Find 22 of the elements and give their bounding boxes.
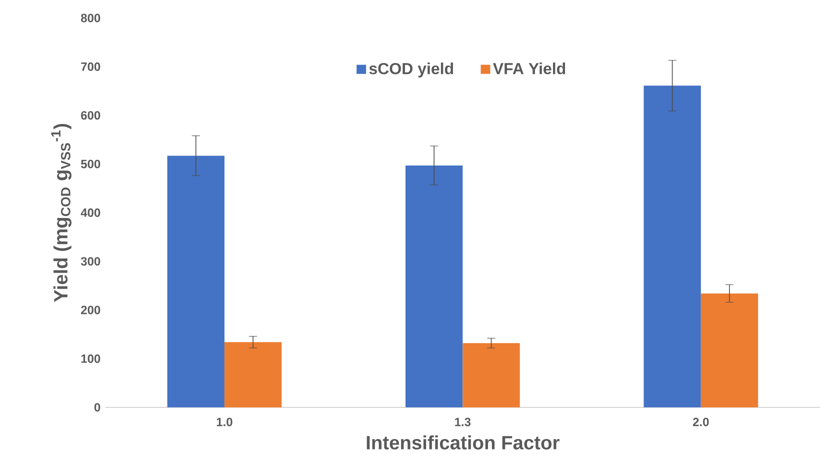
x-tick-label: 1.0 (216, 418, 232, 426)
y-tick-label: 0 (94, 403, 100, 412)
y-tick-label: 300 (80, 257, 100, 266)
y-tick-label: 400 (80, 208, 100, 217)
x-tick-label: 2.0 (692, 418, 709, 426)
y-tick-label: 700 (81, 62, 100, 71)
y-tick-label: 500 (80, 160, 100, 168)
y-tick-label: 600 (81, 111, 100, 120)
y-axis-title: Yield (mg$_{COD}$ g$_{VSS}$$^{-1}$) (51, 124, 72, 302)
x-tick-label: 1.3 (455, 418, 471, 426)
bar (644, 86, 701, 408)
y-tick-label: 800 (80, 14, 100, 22)
bar (462, 343, 520, 408)
legend-label: sCOD yield (369, 62, 454, 78)
bar (406, 165, 463, 408)
legend-label: VFA Yield (493, 62, 566, 74)
y-tick-label: 100 (81, 354, 100, 363)
bar (700, 293, 758, 408)
y-tick-label: 200 (81, 306, 100, 314)
bar (224, 342, 282, 408)
x-axis-title: Intensification Factor (366, 435, 560, 450)
bar (167, 156, 224, 408)
